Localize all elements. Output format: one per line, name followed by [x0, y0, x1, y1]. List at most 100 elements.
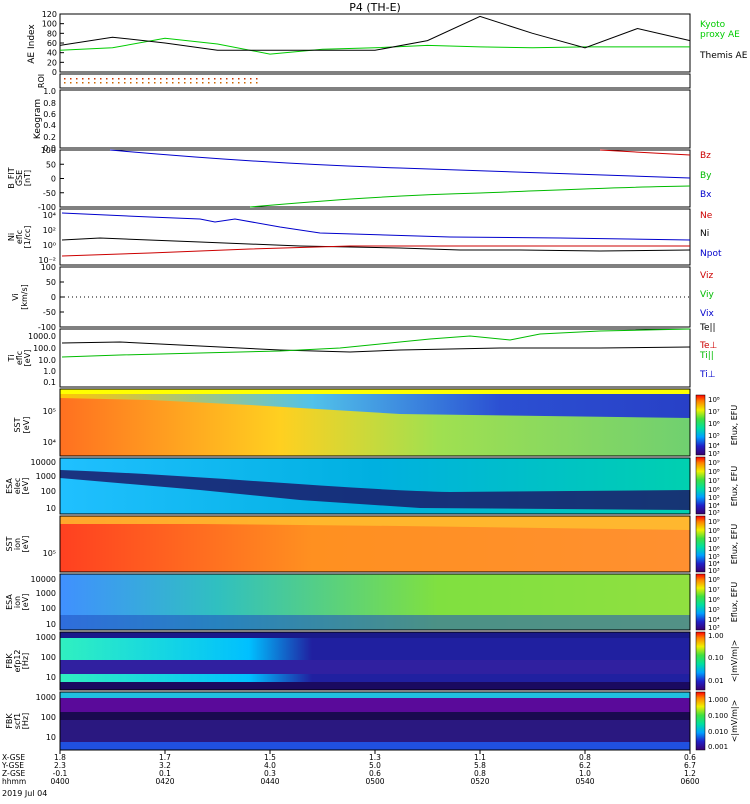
- svg-text:1000: 1000: [36, 472, 56, 481]
- roi-marker: [184, 82, 186, 84]
- svg-text:10⁵: 10⁵: [708, 494, 720, 502]
- bfield-panel: -100 -50 0 50 100 B_FIT GSE [nT] Bz By Bx: [7, 146, 712, 212]
- roi-marker: [166, 78, 168, 80]
- roi-marker: [100, 82, 102, 84]
- svg-text:1.0: 1.0: [43, 87, 56, 96]
- roi-marker: [250, 78, 252, 80]
- footer-row-value: 6.7: [684, 761, 696, 770]
- esa-ion-panel: 10000 1000 100 10 ESA ion [eV]: [5, 573, 691, 631]
- footer-row-value: 1.0: [579, 769, 591, 778]
- temperature-legend-te-par: Te||: [699, 323, 716, 333]
- ae-tick-label: 0: [52, 68, 57, 77]
- ae-tick-label: 100: [42, 20, 57, 29]
- roi-marker: [232, 78, 234, 80]
- esa-i-bottom-band: [60, 615, 690, 630]
- roi-marker: [178, 82, 180, 84]
- fbk-scm-panel: 1000 100 10 FBK scf1 [Hz]: [5, 691, 691, 751]
- footer-row-name: X-GSE: [2, 753, 25, 762]
- bfield-tick-label: -50: [43, 189, 56, 198]
- sst-e-ylabel-1: SST: [13, 417, 22, 432]
- roi-marker: [82, 78, 84, 80]
- footer-row-value: -0.1: [53, 769, 68, 778]
- fbk-e12-bottom-band: [60, 682, 690, 690]
- sst-electron-panel: 10⁵ 10⁴ SST [eV]: [13, 388, 691, 457]
- velocity-legend-viz: Viz: [700, 271, 713, 281]
- roi-marker: [220, 78, 222, 80]
- footer-row-value: 0.8: [474, 769, 486, 778]
- bfield-tick-label: 0: [51, 175, 56, 184]
- ae-tick-label: 60: [47, 39, 57, 48]
- colorbar-sst-i: [695, 515, 706, 573]
- ae-frame: [59, 13, 691, 73]
- esa-i-ylabel-2: ion: [13, 596, 22, 608]
- roi-marker: [76, 78, 78, 80]
- fbk-scm-ylabel-3: [Hz]: [21, 713, 30, 729]
- bfield-tick-label: 50: [46, 160, 56, 169]
- density-y-ticks: 10⁴ 10² 10⁰ 10⁻²: [38, 211, 56, 265]
- esa-i-ylabel-3: [eV]: [21, 594, 30, 611]
- footer-row-value: 1.8: [54, 753, 66, 762]
- roi-marker: [160, 78, 162, 80]
- sst-e-ylabel-2: [eV]: [22, 417, 31, 434]
- svg-text:10⁴: 10⁴: [43, 438, 56, 447]
- svg-text:10⁸: 10⁸: [708, 527, 720, 535]
- roi-marker: [214, 78, 216, 80]
- velocity-panel: -100 -50 0 50 100 Vi [km/s] Viz Viy Vix: [11, 263, 714, 332]
- roi-marker: [244, 78, 246, 80]
- roi-marker: [232, 82, 234, 84]
- roi-marker: [94, 78, 96, 80]
- colorbar-fbk-e12: [695, 631, 706, 691]
- roi-marker: [196, 78, 198, 80]
- svg-text:100.0: 100.0: [33, 344, 56, 353]
- fbk-e12-top-band: [60, 632, 690, 638]
- bfield-ylabel-2: GSE: [15, 170, 24, 186]
- keogram-y-ticks: 1.0 0.8 0.6 0.4 0.2 0.0: [43, 87, 56, 153]
- roi-marker: [142, 82, 144, 84]
- roi-marker: [166, 82, 168, 84]
- footer-row-value: 6.2: [579, 761, 591, 770]
- ae-legend-proxy: proxy AE: [700, 30, 740, 40]
- footer-row-value: 0.6: [369, 769, 381, 778]
- roi-marker: [172, 78, 174, 80]
- svg-text:0.6: 0.6: [43, 110, 56, 119]
- roi-marker: [118, 78, 120, 80]
- sst-i-ylabel-3: [eV]: [21, 536, 30, 553]
- roi-marker: [196, 82, 198, 84]
- svg-text:10³: 10³: [708, 509, 720, 517]
- temperature-y-ticks: 1000.0 100.0 10.0 1.0 0.1: [28, 332, 56, 387]
- roi-marker: [244, 82, 246, 84]
- footer-row-value: 0420: [155, 777, 174, 786]
- temperature-ylabel-1: Ti: [7, 355, 16, 363]
- bfield-legend-by: By: [700, 171, 712, 181]
- temperature-frame: [59, 328, 691, 388]
- svg-text:10⁴: 10⁴: [708, 502, 720, 510]
- esa-e-ylabel-3: [eV]: [21, 478, 30, 495]
- roi-marker: [112, 82, 114, 84]
- svg-text:0.01: 0.01: [708, 677, 724, 685]
- roi-marker: [160, 82, 162, 84]
- sst-e-yellow-band: [60, 389, 690, 394]
- roi-marker: [100, 78, 102, 80]
- roi-marker: [190, 78, 192, 80]
- colorbar-sst-i-label: Eflux, EFU: [730, 524, 739, 565]
- esa-e-ylabel-1: ESA: [5, 478, 14, 494]
- roi-marker: [154, 82, 156, 84]
- svg-text:10⁷: 10⁷: [708, 477, 720, 485]
- roi-marker: [70, 78, 72, 80]
- svg-text:10⁸: 10⁸: [708, 576, 720, 584]
- colorbar-esa-e: [695, 456, 706, 515]
- svg-text:10³: 10³: [708, 450, 720, 458]
- density-ni-line: [61, 237, 691, 252]
- svg-text:100: 100: [41, 653, 56, 662]
- bfield-y-ticks: -100 -50 0 50 100: [38, 146, 64, 212]
- fbk-scm-purple-band: [60, 698, 690, 712]
- esa-e-frame: [59, 457, 691, 515]
- svg-text:10⁶: 10⁶: [708, 420, 720, 428]
- esa-e-ylabel-2: elec: [13, 478, 22, 494]
- fbk-e12-ylabel-3: [Hz]: [21, 653, 30, 669]
